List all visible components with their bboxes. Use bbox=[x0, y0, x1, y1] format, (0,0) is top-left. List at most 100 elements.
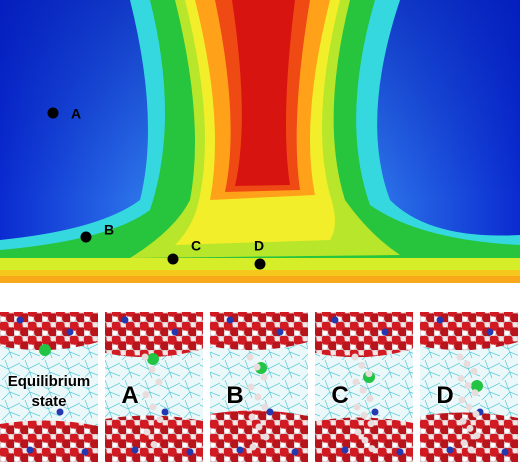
pore-atom bbox=[366, 395, 374, 403]
panel-label: D bbox=[436, 382, 454, 409]
ion bbox=[161, 408, 169, 416]
probe-molecule bbox=[39, 344, 51, 356]
pore-atom bbox=[246, 353, 254, 361]
pore-atom bbox=[141, 353, 149, 361]
pore-atom bbox=[247, 383, 255, 391]
pore-atom bbox=[254, 393, 262, 401]
ion bbox=[381, 328, 389, 336]
state-point bbox=[167, 253, 179, 265]
energy-map bbox=[0, 0, 520, 283]
ion bbox=[186, 448, 194, 456]
panel-label: B bbox=[226, 382, 244, 409]
panel-label: C bbox=[331, 382, 349, 409]
ion bbox=[266, 408, 274, 416]
pore-atom bbox=[470, 367, 478, 375]
pore-atom bbox=[463, 360, 471, 368]
ion bbox=[341, 446, 349, 454]
pore-atom bbox=[365, 370, 373, 378]
pore-atom bbox=[249, 443, 257, 451]
snapshot-panel bbox=[315, 312, 413, 462]
pore-atom bbox=[143, 428, 151, 436]
water-top bbox=[0, 312, 98, 351]
pore-atom bbox=[358, 361, 366, 369]
water-bottom bbox=[210, 410, 308, 462]
pore-atom bbox=[360, 411, 368, 419]
pore-atom bbox=[352, 378, 360, 386]
pore-atom bbox=[466, 424, 474, 432]
ion bbox=[226, 316, 234, 324]
water-top bbox=[105, 312, 203, 358]
pore-atom bbox=[472, 410, 480, 418]
probe-molecule bbox=[471, 380, 483, 392]
ion bbox=[121, 316, 129, 324]
snapshot-panel bbox=[105, 312, 203, 462]
state-point bbox=[254, 258, 266, 270]
pore-atom bbox=[354, 428, 362, 436]
ion bbox=[501, 448, 509, 456]
point-label: A bbox=[71, 106, 81, 122]
point-label: D bbox=[254, 238, 264, 254]
pore-atom bbox=[471, 389, 479, 397]
water-top bbox=[315, 312, 413, 358]
water-top bbox=[210, 312, 308, 351]
ion bbox=[371, 408, 379, 416]
pore-atom bbox=[458, 396, 466, 404]
point-label: C bbox=[191, 238, 201, 254]
ion bbox=[436, 316, 444, 324]
pore-atom bbox=[255, 423, 263, 431]
pore-atom bbox=[457, 374, 465, 382]
water-bottom bbox=[0, 420, 98, 462]
pore-atom bbox=[248, 413, 256, 421]
snapshot-panel bbox=[0, 312, 98, 462]
water-bottom bbox=[420, 412, 518, 462]
probe-molecule bbox=[147, 353, 159, 365]
pore-atom bbox=[353, 403, 361, 411]
pore-atom bbox=[150, 441, 158, 448]
ion bbox=[331, 316, 339, 324]
pore-atom bbox=[262, 433, 270, 441]
pore-atom bbox=[467, 446, 475, 454]
ion bbox=[131, 446, 139, 454]
pore-atom bbox=[351, 353, 359, 361]
pore-atom bbox=[260, 373, 268, 381]
pore-atom bbox=[253, 363, 261, 371]
pore-atom bbox=[456, 353, 464, 361]
pore-atom bbox=[473, 432, 481, 440]
pore-atom bbox=[465, 403, 473, 411]
ion bbox=[26, 446, 34, 454]
ion bbox=[291, 448, 299, 456]
pore-atom bbox=[155, 378, 163, 386]
pore-atom bbox=[359, 386, 367, 394]
ion bbox=[171, 328, 179, 336]
pore-atom bbox=[464, 382, 472, 390]
pore-atom bbox=[142, 391, 150, 398]
pore-atom bbox=[261, 403, 269, 411]
pore-atom bbox=[459, 417, 467, 425]
pore-atom bbox=[149, 403, 157, 411]
pore-atom bbox=[361, 436, 369, 444]
ion bbox=[276, 328, 284, 336]
ion bbox=[396, 448, 404, 456]
pore-atom bbox=[367, 420, 375, 428]
ion bbox=[56, 408, 64, 416]
pore-atom bbox=[460, 439, 468, 447]
pore-atom bbox=[368, 445, 376, 453]
snapshot-panel bbox=[420, 312, 518, 462]
snapshot-panel bbox=[210, 312, 308, 462]
pore-atom bbox=[148, 366, 156, 373]
pore-atom bbox=[156, 416, 164, 423]
panel-label: A bbox=[121, 382, 139, 409]
panel-label: Equilibrium state bbox=[7, 373, 91, 410]
state-point bbox=[47, 107, 59, 119]
point-label: B bbox=[104, 222, 114, 238]
ion bbox=[236, 446, 244, 454]
water-top bbox=[420, 312, 518, 351]
ion bbox=[486, 328, 494, 336]
state-point bbox=[80, 231, 92, 243]
ion bbox=[66, 328, 74, 336]
water-bottom bbox=[105, 415, 203, 462]
ion bbox=[446, 446, 454, 454]
ion bbox=[81, 448, 89, 456]
